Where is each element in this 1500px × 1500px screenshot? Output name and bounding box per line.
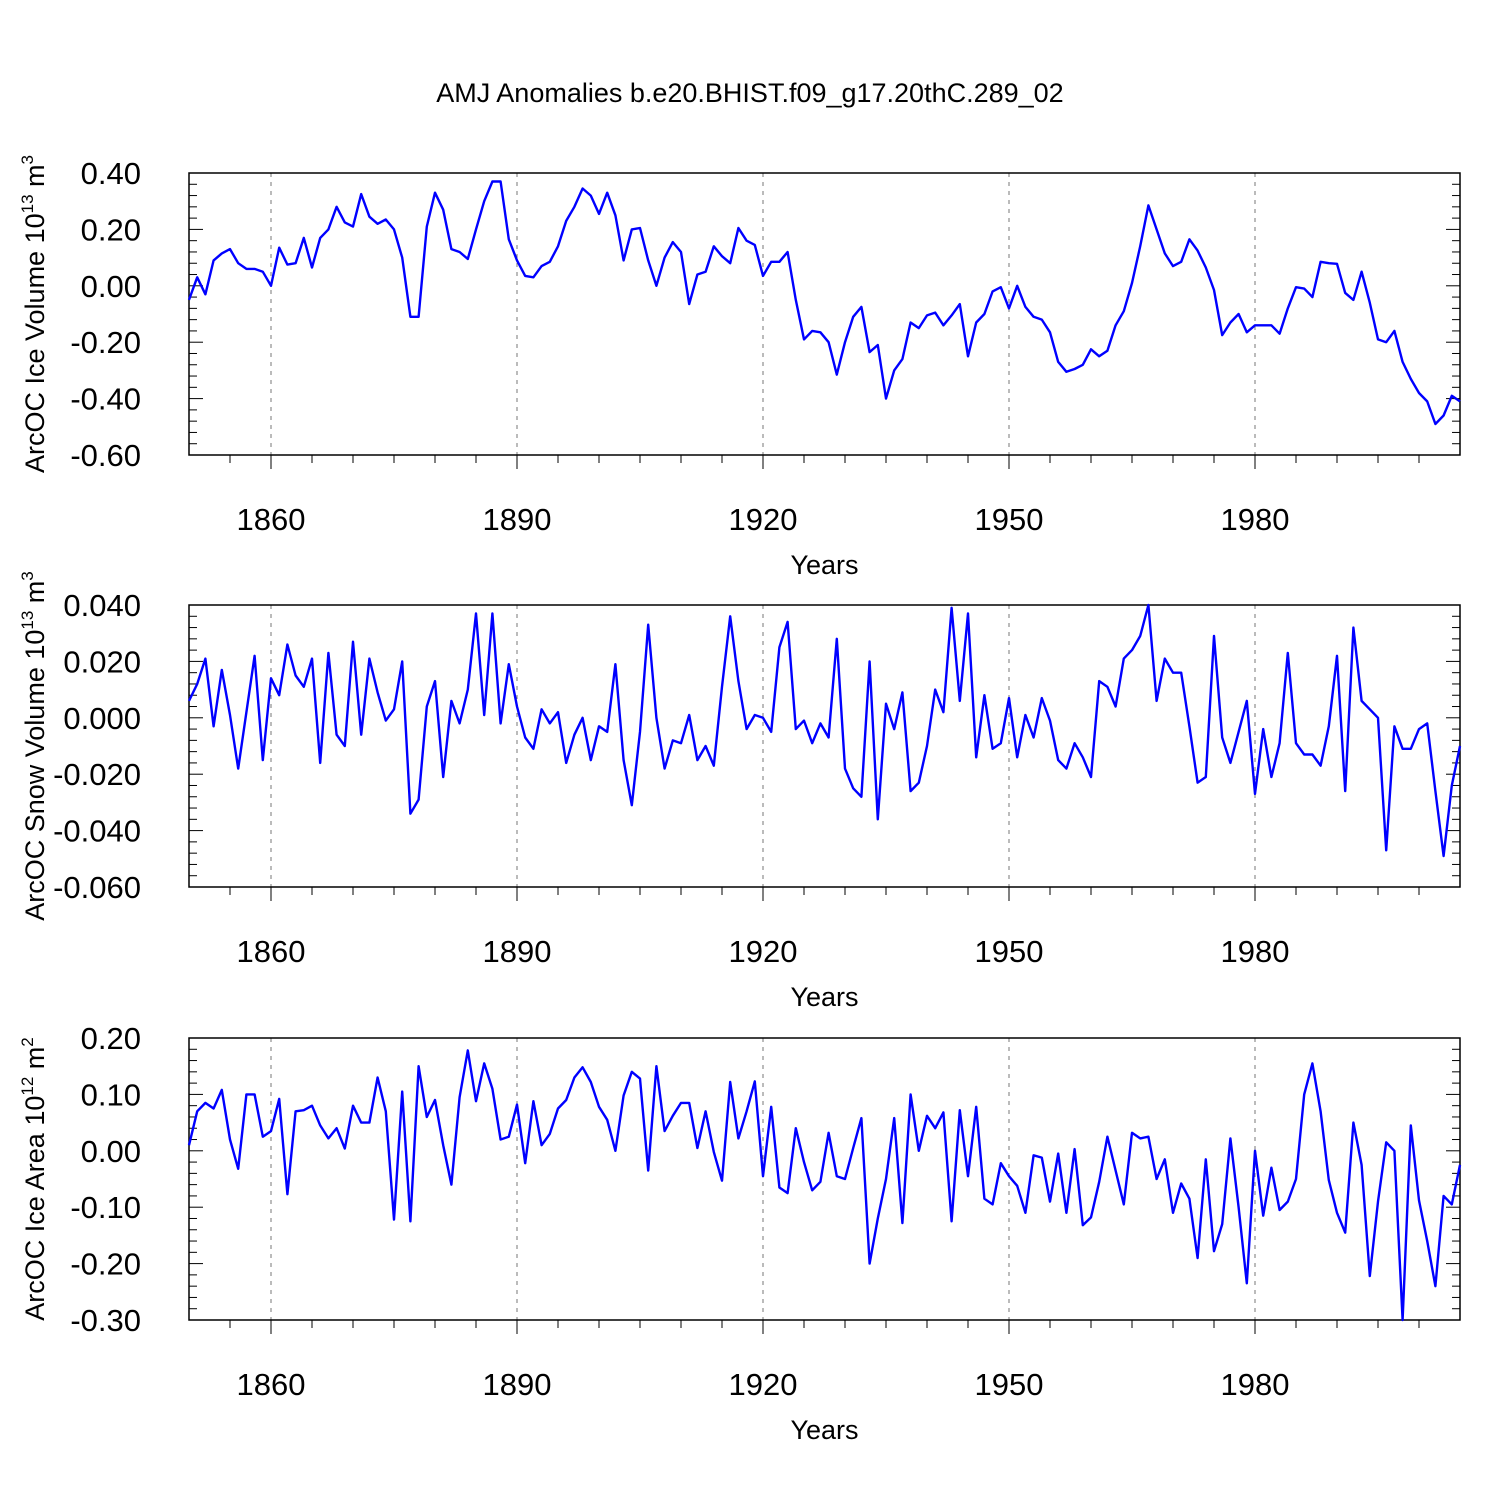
panel3-y-axis-title: ArcOC Ice Area 1012 m2 bbox=[18, 1037, 50, 1321]
panel1-y-tick-label-0: -0.60 bbox=[70, 438, 141, 473]
panel2-y-tick-label-3: 0.000 bbox=[63, 701, 141, 736]
panel1-x-tick-label-1920: 1920 bbox=[729, 502, 798, 537]
panel1-x-tick-label-1890: 1890 bbox=[483, 502, 552, 537]
panel3-y-tick-label-4: 0.10 bbox=[81, 1077, 141, 1112]
panel3-x-tick-label-1950: 1950 bbox=[975, 1367, 1044, 1402]
panel3-y-tick-label-0: -0.30 bbox=[70, 1303, 141, 1338]
panel3-series-line-0 bbox=[187, 1049, 1462, 1322]
panel2-y-axis-title: ArcOC Snow Volume 1013 m3 bbox=[18, 571, 50, 921]
panel1-y-tick-label-2: -0.20 bbox=[70, 325, 141, 360]
panel1-y-tick-label-5: 0.40 bbox=[81, 156, 141, 191]
panel2-x-tick-label-1980: 1980 bbox=[1221, 934, 1290, 969]
panel3-y-tick-label-3: 0.00 bbox=[81, 1134, 141, 1169]
panel2-y-tick-label-2: -0.020 bbox=[53, 757, 141, 792]
panel2-y-tick-label-4: 0.020 bbox=[63, 644, 141, 679]
panel3-x-tick-label-1920: 1920 bbox=[729, 1367, 798, 1402]
panel1-y-axis-title: ArcOC Ice Volume 1013 m3 bbox=[18, 155, 50, 473]
panel1-x-tick-label-1860: 1860 bbox=[237, 502, 306, 537]
panel1-x-tick-label-1980: 1980 bbox=[1221, 502, 1290, 537]
panel2-y-tick-label-1: -0.040 bbox=[53, 814, 141, 849]
panel3-x-tick-label-1980: 1980 bbox=[1221, 1367, 1290, 1402]
panel2-x-axis-title: Years bbox=[790, 982, 858, 1012]
panel1-y-tick-label-4: 0.20 bbox=[81, 212, 141, 247]
panel1-plot-frame bbox=[188, 172, 1461, 456]
panel1-y-tick-label-1: -0.40 bbox=[70, 382, 141, 417]
panel3-x-tick-label-1890: 1890 bbox=[483, 1367, 552, 1402]
panel3-y-tick-label-5: 0.20 bbox=[81, 1021, 141, 1056]
panel2-x-tick-label-1860: 1860 bbox=[237, 934, 306, 969]
panel2-x-tick-label-1950: 1950 bbox=[975, 934, 1044, 969]
panel1-x-axis-title: Years bbox=[790, 550, 858, 580]
panel2-x-tick-label-1920: 1920 bbox=[729, 934, 798, 969]
panel1-y-tick-label-3: 0.00 bbox=[81, 269, 141, 304]
panel2-x-tick-label-1890: 1890 bbox=[483, 934, 552, 969]
panel2-y-tick-label-5: 0.040 bbox=[63, 588, 141, 623]
panel3-x-axis-title: Years bbox=[790, 1415, 858, 1445]
figure-title: AMJ Anomalies b.e20.BHIST.f09_g17.20thC.… bbox=[436, 78, 1064, 108]
panel1-x-tick-label-1950: 1950 bbox=[975, 502, 1044, 537]
panel2-y-tick-label-0: -0.060 bbox=[53, 870, 141, 905]
panel2-series-line-0 bbox=[187, 603, 1462, 858]
panel3-plot-frame bbox=[188, 1037, 1461, 1321]
panel3-x-tick-label-1860: 1860 bbox=[237, 1367, 306, 1402]
panel3-y-tick-label-2: -0.10 bbox=[70, 1190, 141, 1225]
panel3-y-tick-label-1: -0.20 bbox=[70, 1247, 141, 1282]
panel1-series-line-0 bbox=[187, 180, 1461, 426]
panel2-plot-frame bbox=[188, 604, 1461, 888]
